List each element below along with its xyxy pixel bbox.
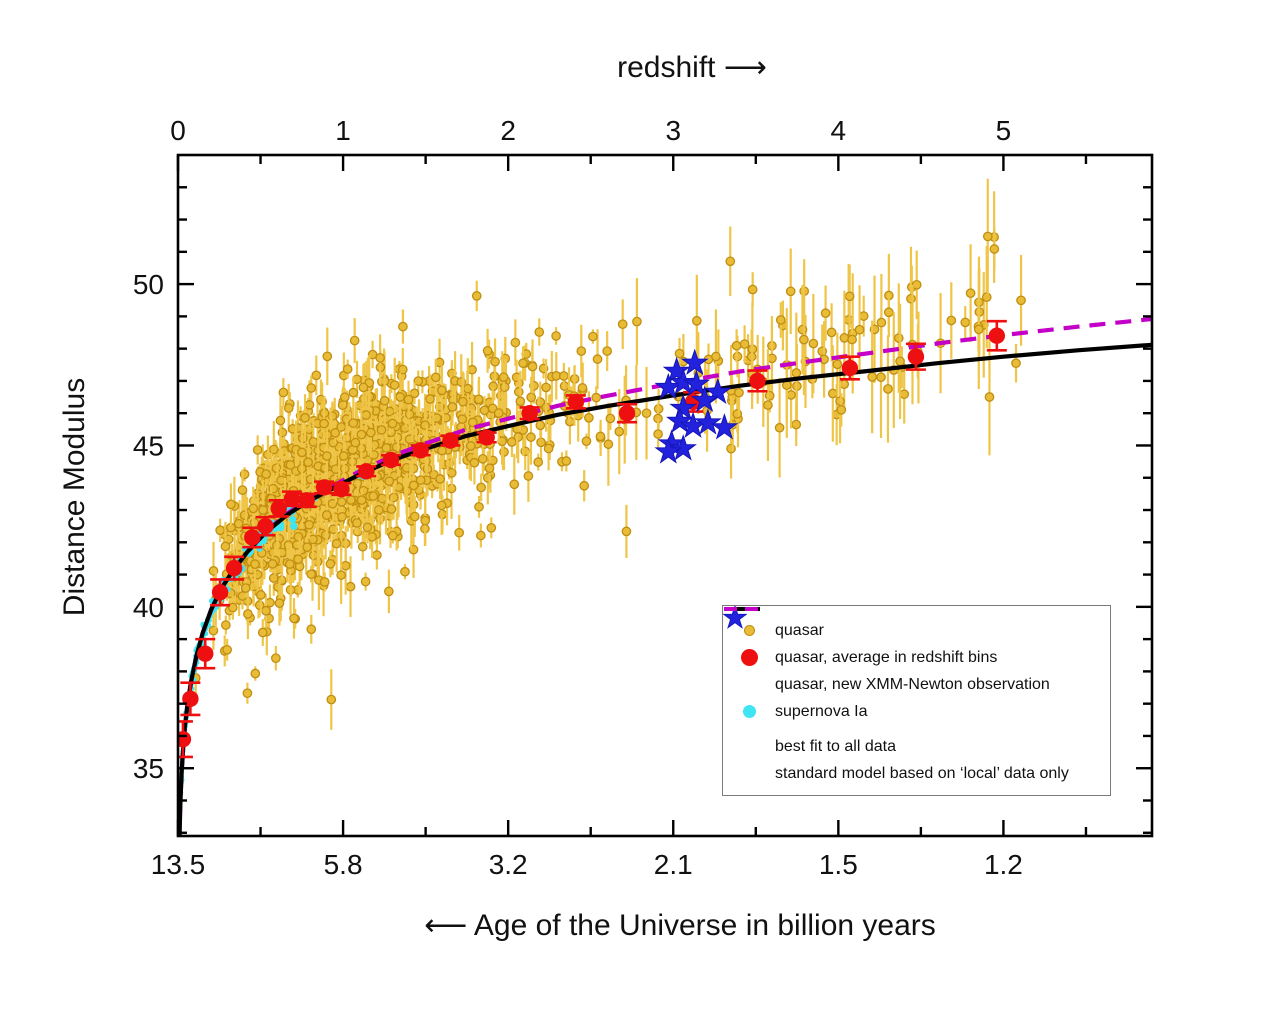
legend-row: supernova Ia: [723, 698, 1110, 725]
svg-text:45: 45: [133, 430, 164, 461]
top-axis-title: redshift ⟶: [617, 51, 767, 84]
svg-text:1.2: 1.2: [984, 849, 1023, 880]
binned-quasar-marker-icon: [740, 649, 758, 666]
standard-model-line-icon: [724, 607, 760, 611]
svg-text:4: 4: [831, 115, 847, 146]
xmm-star-icon: [723, 606, 747, 629]
legend-label: standard model based on ‘local’ data onl…: [775, 764, 1069, 782]
bottom-axis-title: ⟵ Age of the Universe in billion years: [424, 909, 936, 942]
legend-row: quasar: [723, 617, 1110, 644]
legend-row: quasar, average in redshift bins: [723, 644, 1110, 671]
svg-text:50: 50: [133, 269, 164, 300]
quasar-marker-icon: [743, 625, 755, 636]
svg-text:0: 0: [170, 115, 186, 146]
legend-label: quasar, average in redshift bins: [775, 648, 998, 666]
legend-row: best fit to all data: [723, 607, 1110, 760]
svg-text:3: 3: [665, 115, 681, 146]
svg-text:2: 2: [500, 115, 516, 146]
svg-text:13.5: 13.5: [151, 849, 206, 880]
legend-label: quasar: [775, 621, 824, 639]
svg-text:40: 40: [133, 592, 164, 623]
supernova-marker-icon: [742, 705, 756, 718]
svg-text:1.5: 1.5: [819, 849, 858, 880]
svg-text:3.2: 3.2: [489, 849, 528, 880]
legend-row: quasar, new XMM-Newton observation: [723, 606, 1110, 698]
svg-text:5.8: 5.8: [324, 849, 363, 880]
svg-text:35: 35: [133, 753, 164, 784]
legend-row: standard model based on ‘local’ data onl…: [723, 607, 1110, 787]
legend-label: best fit to all data: [775, 737, 896, 755]
legend-label: quasar, new XMM-Newton observation: [775, 675, 1050, 693]
legend-label: supernova Ia: [775, 702, 868, 720]
svg-text:1: 1: [335, 115, 351, 146]
svg-text:2.1: 2.1: [654, 849, 693, 880]
svg-text:5: 5: [996, 115, 1012, 146]
legend: quasar quasar, average in redshift bins …: [722, 605, 1111, 796]
